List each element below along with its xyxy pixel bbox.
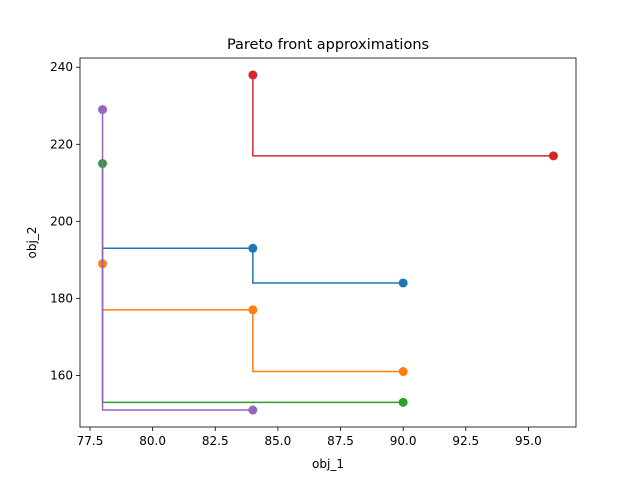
- x-tick-label: 80.0: [139, 434, 166, 448]
- x-tick-label: 90.0: [390, 434, 417, 448]
- x-tick-label: 87.5: [327, 434, 354, 448]
- series-5: [98, 105, 258, 415]
- y-tick-label: 180: [50, 291, 73, 305]
- data-point: [248, 305, 258, 315]
- series-layer: [98, 70, 558, 415]
- x-tick-label: 95.0: [515, 434, 542, 448]
- data-point: [98, 105, 108, 115]
- data-point: [398, 397, 408, 407]
- series-line: [102, 247, 404, 284]
- data-point: [248, 243, 258, 253]
- y-axis-label: obj_2: [25, 227, 39, 259]
- x-axis-label: obj_1: [312, 457, 344, 471]
- data-point: [398, 278, 408, 288]
- series-4: [248, 70, 558, 161]
- x-axis: 77.5 80.0 82.5 85.0 87.5 90.0 92.5 95.0: [77, 427, 542, 448]
- data-point: [398, 367, 408, 377]
- data-point: [548, 151, 558, 161]
- x-tick-label: 85.0: [265, 434, 292, 448]
- y-tick-label: 220: [50, 137, 73, 151]
- x-tick-label: 82.5: [202, 434, 229, 448]
- series-line: [252, 74, 554, 157]
- series-line: [101, 109, 253, 411]
- x-tick-label: 92.5: [452, 434, 479, 448]
- y-tick-label: 200: [50, 214, 73, 228]
- data-point: [248, 405, 258, 415]
- x-tick-label: 77.5: [77, 434, 104, 448]
- series-1: [102, 243, 408, 288]
- data-point: [248, 70, 258, 80]
- plot-area-frame: [79, 57, 577, 428]
- y-tick-label: 240: [50, 60, 73, 74]
- y-axis: 160 180 200 220 240: [50, 60, 80, 382]
- y-tick-label: 160: [50, 368, 73, 382]
- chart-title: Pareto front approximations: [227, 37, 429, 53]
